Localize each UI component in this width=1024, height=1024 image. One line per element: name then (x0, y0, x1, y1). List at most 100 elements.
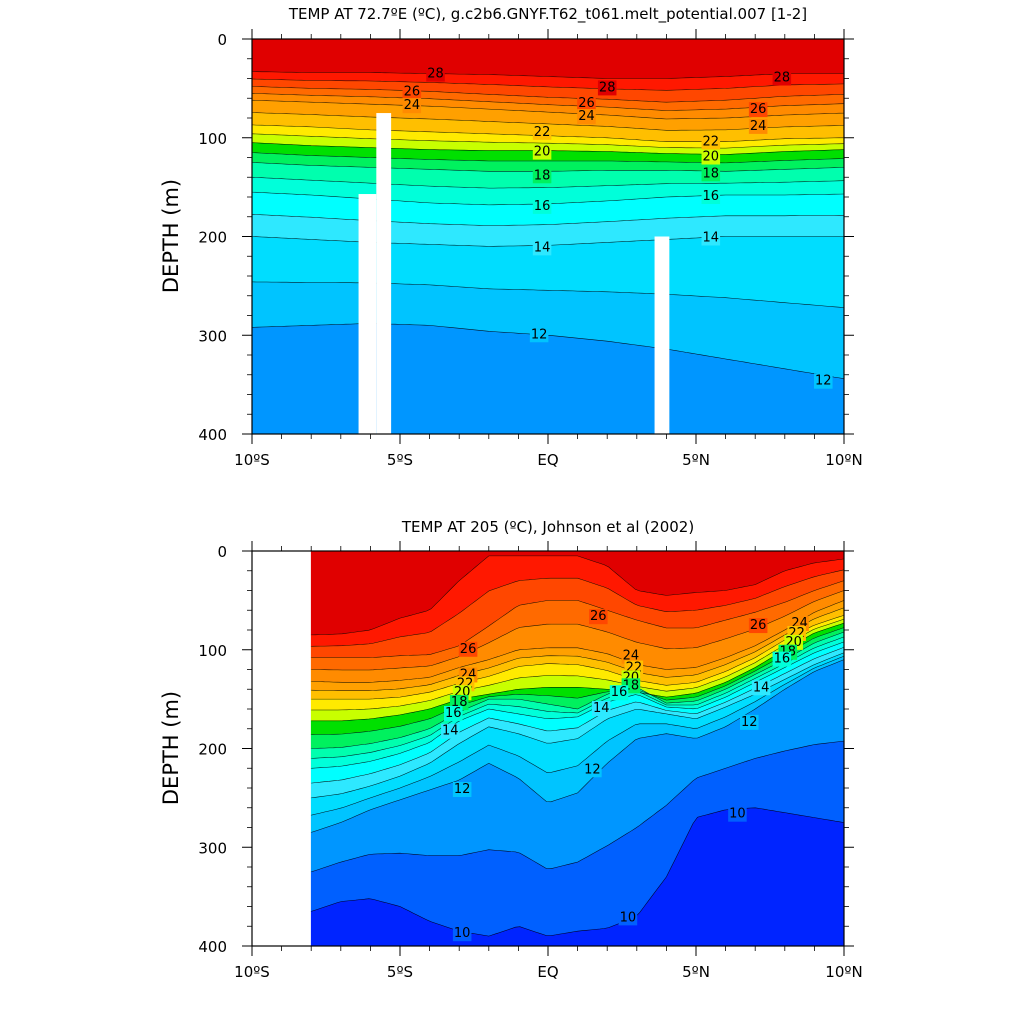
x-tick-label: 5ºS (387, 451, 413, 469)
contour-label-bg (728, 806, 747, 822)
isotherm-line (251, 71, 844, 79)
x-tick-label: EQ (537, 963, 558, 981)
contour-label: 26 (750, 102, 767, 117)
isotherm-line (251, 281, 845, 308)
contour-label: 16 (534, 199, 551, 214)
contour-label: 24 (623, 649, 640, 664)
y-tick-label: 100 (198, 642, 227, 660)
x-tick-label: 10ºN (825, 451, 862, 469)
contour-label-bg (701, 230, 721, 246)
contour-label: 16 (611, 685, 628, 700)
contour-label-bg (458, 641, 478, 657)
contour-label-bg (583, 762, 602, 778)
contour-label: 28 (774, 71, 791, 86)
contour-label: 14 (442, 724, 459, 739)
contour-label: 14 (703, 231, 720, 246)
y-axis-label: DEPTH (m) (159, 691, 183, 805)
contour-label: 22 (703, 135, 720, 150)
contour-labels: 2626242422222020181816161414121212101010… (441, 609, 809, 942)
y-axis-label: DEPTH (m) (159, 179, 183, 293)
contour-label-bg (452, 782, 472, 797)
contour-label-bg (444, 705, 463, 721)
x-tick-label: 5ºN (682, 451, 710, 469)
contour-label-bg (609, 685, 629, 701)
contour-label: 12 (454, 782, 471, 797)
x-tick-label: EQ (537, 451, 558, 469)
contour-label-bg (618, 910, 638, 926)
y-tick-label: 0 (217, 543, 227, 561)
contour-label-bg (701, 134, 721, 150)
contour-label: 18 (534, 168, 551, 183)
isotherm-line (311, 807, 845, 937)
y-tick-label: 400 (198, 938, 227, 956)
contour-label: 26 (578, 96, 595, 111)
contour-label-bg (452, 926, 472, 942)
isotherm-line (251, 99, 845, 120)
contour-label-bg (748, 102, 768, 118)
y-tick-label: 300 (198, 327, 227, 345)
axes: 10ºS 5ºS EQ 5ºN 10ºN 0 100 200 300 400 (198, 541, 863, 981)
contour-label: 12 (531, 327, 548, 342)
contour-label: 28 (427, 67, 444, 82)
missing-data-column (654, 236, 670, 434)
contour-label: 28 (599, 80, 616, 95)
y-tick-label: 100 (198, 130, 227, 148)
y-tick-label: 300 (198, 839, 227, 857)
contour-label-bg (532, 198, 552, 214)
isotherm-line (251, 214, 844, 226)
chart-title: TEMP AT 72.7ºE (ºC), g.c2b6.GNYF.T62_t06… (288, 5, 807, 24)
isotherm-line (311, 659, 845, 833)
contour-label-bg (740, 714, 759, 730)
isotherm-line (251, 86, 845, 103)
y-tick-label: 0 (217, 31, 227, 49)
x-tick-label: 10ºS (234, 963, 270, 981)
contour-label-bg (532, 168, 552, 184)
contour-label: 16 (774, 652, 791, 667)
contour-label: 22 (534, 125, 551, 140)
contour-label: 12 (741, 715, 758, 730)
isotherm-line (251, 152, 845, 164)
isotherm-line (311, 580, 845, 658)
contour-label: 20 (703, 150, 720, 165)
isotherm-line (251, 112, 845, 131)
isotherm-line (311, 655, 845, 816)
x-tick-label: 5ºS (387, 963, 413, 981)
x-tick-label: 5ºN (682, 963, 710, 981)
isotherm-line (311, 636, 845, 759)
contour-label: 14 (593, 701, 610, 716)
contour-label-bg (592, 701, 611, 717)
contour-label: 12 (584, 762, 601, 777)
contour-label-bg (597, 80, 617, 96)
contour-label: 12 (815, 374, 832, 389)
y-tick-label: 400 (198, 426, 227, 444)
contour-label-bg (589, 609, 608, 625)
isotherm-line (311, 618, 845, 711)
contour-label-bg (772, 651, 792, 667)
contour-label-bg (621, 648, 641, 664)
contour-label-bg (748, 118, 768, 134)
contour-label: 26 (590, 609, 607, 624)
contour-label-bg (748, 618, 768, 634)
contour-label: 26 (750, 618, 767, 633)
x-tick-label: 10ºS (234, 451, 270, 469)
contour-label: 16 (445, 706, 462, 721)
y-tick-label: 200 (198, 741, 227, 759)
contour-label-bg (402, 84, 422, 100)
contour-label-bg (441, 723, 460, 739)
contour-label-bg (814, 373, 833, 389)
isotherm-line (311, 740, 845, 873)
contour-label: 10 (620, 910, 637, 925)
missing-data-column (376, 113, 392, 434)
missing-data-column (358, 194, 377, 434)
contour-label-bg (577, 96, 596, 112)
contour-label: 10 (454, 926, 471, 941)
contour-label: 24 (750, 119, 767, 134)
contour-label-bg (772, 70, 792, 86)
contour-label-bg (577, 109, 596, 125)
isotherm-lines (311, 555, 845, 937)
contour-label-bg (529, 327, 549, 343)
contour-label-bg (532, 240, 552, 256)
bottom-panel: 2626242422222020181816161414121212101010… (159, 518, 863, 981)
